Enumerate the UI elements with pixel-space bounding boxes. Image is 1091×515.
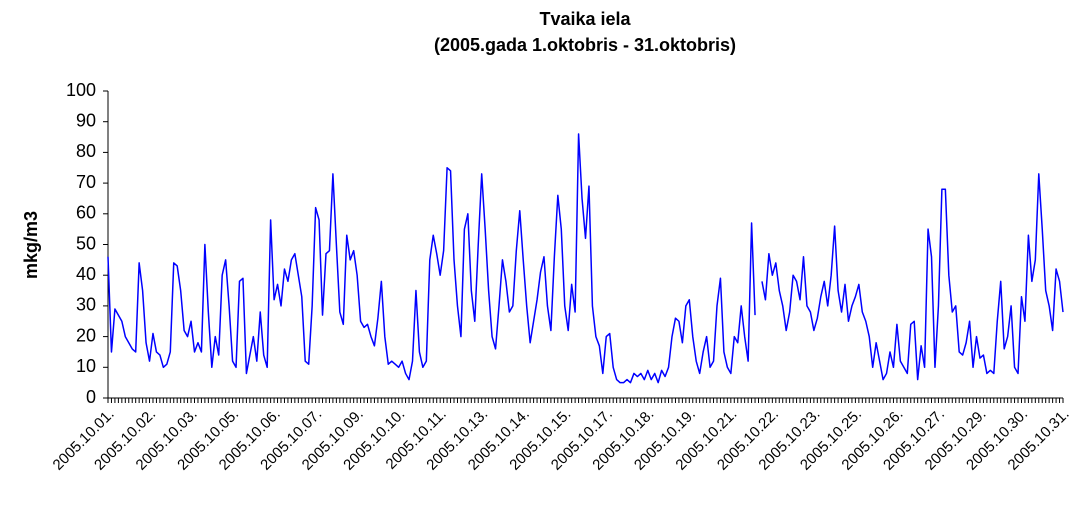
y-tick-label: 60 (76, 203, 96, 223)
y-tick-label: 50 (76, 233, 96, 253)
y-tick-label: 40 (76, 264, 96, 284)
y-tick-label: 90 (76, 110, 96, 130)
chart-subtitle: (2005.gada 1.oktobris - 31.oktobris) (434, 35, 736, 55)
y-tick-label: 20 (76, 325, 96, 345)
data-line (107, 133, 1064, 384)
y-tick-label: 0 (86, 387, 96, 407)
y-tick-label: 80 (76, 141, 96, 161)
y-tick-label: 70 (76, 172, 96, 192)
y-tick-label: 100 (66, 80, 96, 100)
y-axis-label: mkg/m3 (21, 211, 41, 279)
y-tick-label: 30 (76, 295, 96, 315)
y-tick-label: 10 (76, 356, 96, 376)
chart-title: Tvaika iela (539, 9, 631, 29)
